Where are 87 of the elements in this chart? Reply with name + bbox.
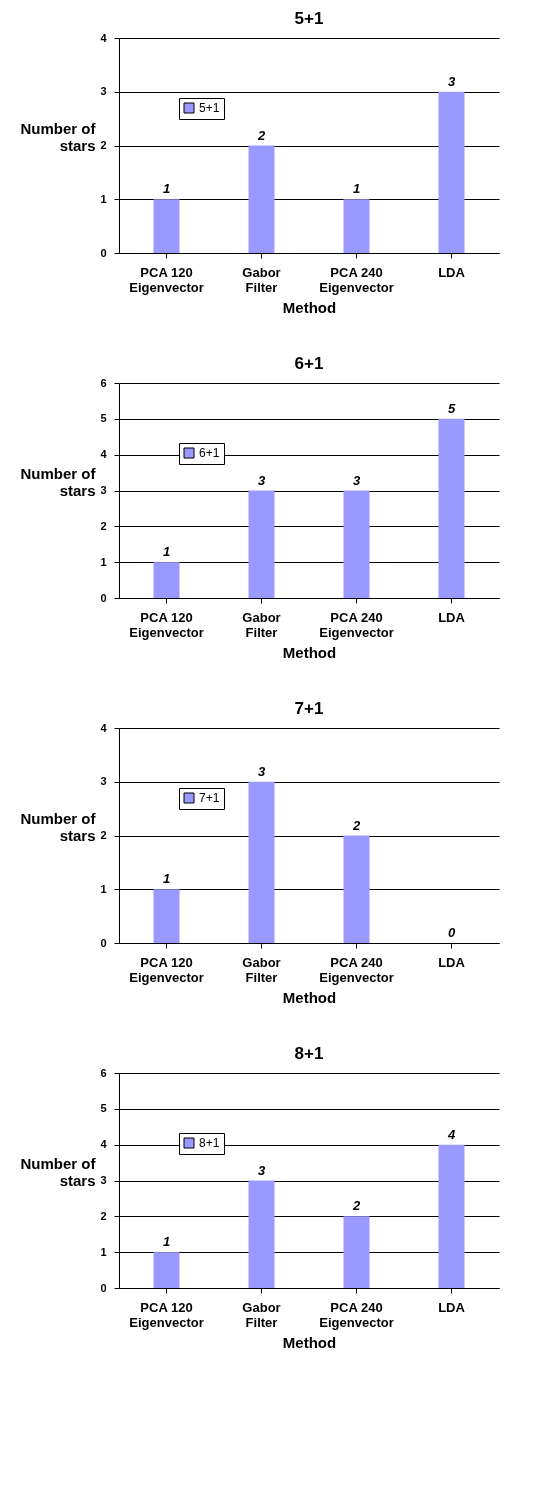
- data-label: 2: [351, 1198, 361, 1214]
- data-label: 2: [351, 817, 361, 833]
- y-axis-title: Number of stars: [20, 809, 97, 844]
- legend-label: 6+1: [199, 446, 220, 460]
- bar: [438, 418, 465, 598]
- y-tick-label: 1: [100, 1245, 107, 1258]
- bar: [343, 835, 370, 943]
- x-tick-label: PCA 120 Eigenvector: [129, 954, 204, 985]
- bar: [248, 781, 275, 943]
- y-tick-label: 1: [100, 555, 107, 568]
- legend-label: 8+1: [199, 1136, 220, 1150]
- bar: [438, 91, 465, 253]
- y-tick-label: 0: [100, 246, 107, 259]
- x-tick-label: Gabor Filter: [242, 954, 281, 985]
- x-axis-title: Method: [282, 643, 337, 661]
- x-tick-label: LDA: [438, 609, 466, 625]
- bar: [343, 199, 370, 253]
- bar: [153, 199, 180, 253]
- data-label: 3: [257, 1162, 266, 1178]
- y-tick-label: 3: [100, 484, 107, 496]
- y-tick-label: 4: [100, 448, 108, 461]
- x-tick-label: Gabor Filter: [242, 1299, 281, 1330]
- x-axis-title: Method: [282, 988, 337, 1006]
- data-label: 1: [162, 871, 171, 887]
- data-label: 1: [162, 1234, 171, 1250]
- bar: [153, 1252, 180, 1288]
- bar: [248, 145, 275, 253]
- legend-label: 5+1: [199, 101, 220, 115]
- data-label: 3: [257, 763, 266, 779]
- bar: [343, 1216, 370, 1288]
- bar: [153, 562, 180, 598]
- bar: [248, 490, 275, 598]
- x-tick-label: PCA 240 Eigenvector: [319, 954, 394, 985]
- x-tick-label: Gabor Filter: [242, 609, 281, 640]
- y-tick-label: 4: [100, 721, 108, 734]
- legend-label: 7+1: [199, 791, 220, 805]
- chart-title: 8+1: [294, 1044, 324, 1063]
- data-label: 1: [352, 181, 361, 197]
- y-axis-title: Number of stars: [20, 119, 97, 154]
- y-tick-label: 4: [100, 1138, 108, 1151]
- x-tick-label: Gabor Filter: [242, 264, 281, 295]
- y-tick-label: 3: [100, 1174, 107, 1186]
- y-tick-label: 1: [100, 882, 107, 895]
- y-tick-label: 0: [100, 1281, 107, 1294]
- data-label: 5: [447, 400, 456, 416]
- bar: [343, 490, 370, 598]
- x-axis-title: Method: [282, 298, 337, 316]
- bar: [438, 1144, 465, 1288]
- y-tick-label: 4: [100, 31, 108, 44]
- y-tick-label: 6: [100, 376, 107, 389]
- y-tick-label: 3: [100, 85, 107, 98]
- data-label: 1: [162, 544, 171, 560]
- chart-title: 6+1: [294, 354, 324, 373]
- y-tick-label: 2: [100, 1209, 107, 1222]
- y-axis-title: Number of stars: [20, 464, 97, 499]
- y-tick-label: 0: [100, 936, 107, 949]
- x-axis-title: Method: [282, 1333, 337, 1351]
- y-tick-label: 3: [100, 775, 107, 788]
- x-tick-label: LDA: [438, 1299, 466, 1315]
- y-tick-label: 2: [100, 139, 107, 151]
- data-label: 1: [162, 181, 171, 197]
- chart-title: 7+1: [294, 699, 324, 718]
- y-axis-title: Number of stars: [20, 1154, 97, 1189]
- y-tick-label: 5: [100, 1102, 107, 1115]
- x-tick-label: PCA 120 Eigenvector: [129, 264, 204, 295]
- y-tick-label: 5: [100, 412, 107, 425]
- x-tick-label: PCA 120 Eigenvector: [129, 609, 204, 640]
- data-label: 4: [446, 1126, 456, 1142]
- y-tick-label: 0: [100, 591, 107, 604]
- bar: [153, 889, 180, 943]
- y-tick-label: 2: [100, 829, 107, 841]
- chart-title: 5+1: [294, 9, 324, 28]
- y-tick-label: 1: [100, 192, 107, 205]
- x-tick-label: PCA 240 Eigenvector: [319, 609, 394, 640]
- x-tick-label: LDA: [438, 954, 466, 970]
- data-label: 3: [352, 472, 361, 488]
- x-tick-label: PCA 120 Eigenvector: [129, 1299, 204, 1330]
- data-label: 3: [447, 73, 456, 89]
- y-tick-label: 6: [100, 1066, 107, 1079]
- x-tick-label: LDA: [438, 264, 466, 280]
- bar: [248, 1180, 275, 1288]
- data-label: 0: [447, 925, 456, 940]
- data-label: 2: [256, 127, 266, 143]
- y-tick-label: 2: [100, 519, 107, 532]
- x-tick-label: PCA 240 Eigenvector: [319, 264, 394, 295]
- data-label: 3: [257, 472, 266, 488]
- x-tick-label: PCA 240 Eigenvector: [319, 1299, 394, 1330]
